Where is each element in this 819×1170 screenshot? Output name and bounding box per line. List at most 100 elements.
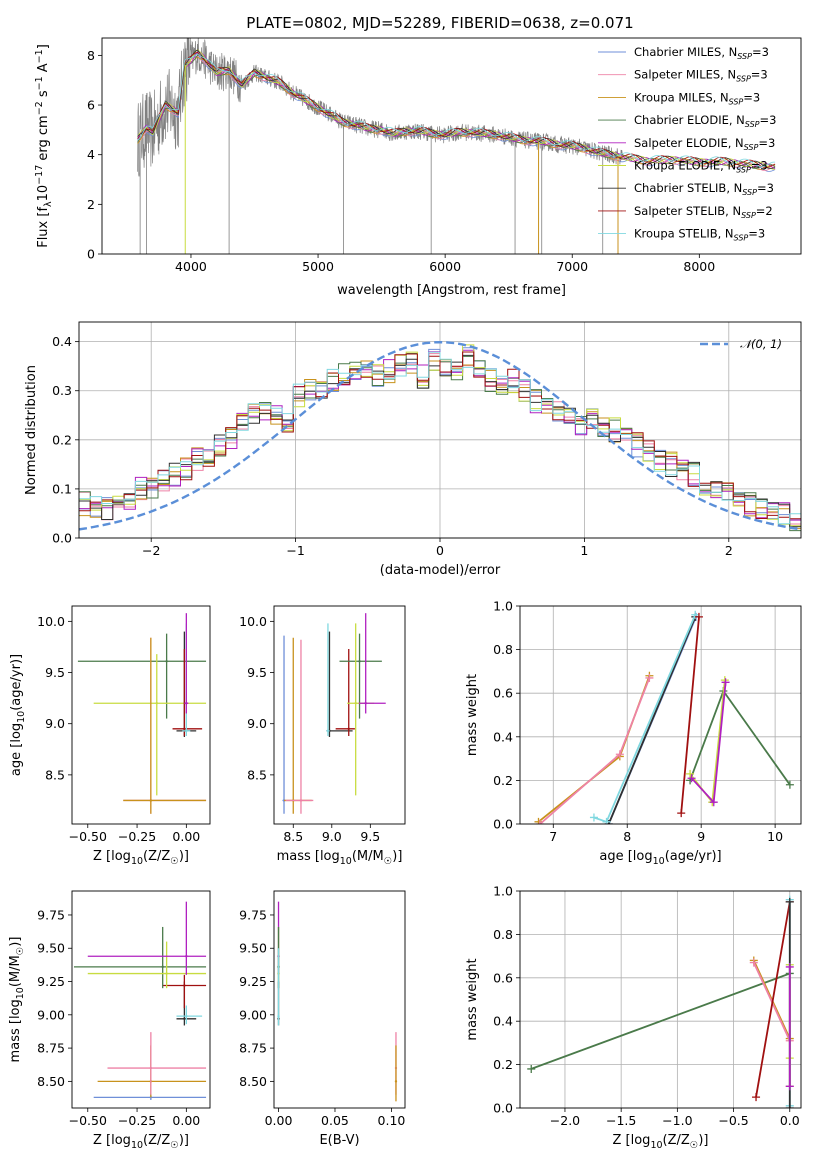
y-tick-label: 0.0: [493, 1101, 513, 1116]
y-tick-label: 9.25: [239, 974, 267, 989]
data-point: [394, 1080, 398, 1083]
x-tick-label: −1.5: [606, 1113, 636, 1128]
data-point: [161, 965, 164, 969]
y-tick-label: 0.0: [52, 531, 72, 546]
y-tick-label: 8.5: [45, 767, 65, 782]
figure-title: PLATE=0802, MJD=52289, FIBERID=0638, z=0…: [246, 14, 633, 32]
data-point: [185, 1014, 188, 1018]
y-tick-label: 10.0: [37, 614, 65, 629]
y-tick-label: 0.2: [52, 432, 72, 447]
y-tick-label: 0.8: [493, 642, 513, 657]
legend-label: Salpeter ELODIE, NSSP=3: [634, 136, 775, 152]
y-tick-label: 0.4: [493, 1014, 513, 1029]
model-line-salpeter-miles: [137, 55, 776, 171]
y-tick-label: 9.25: [37, 974, 65, 989]
plus-marker: [527, 1064, 536, 1073]
x-tick-label: 0.00: [172, 1113, 200, 1128]
x-tick-label: −2: [142, 543, 160, 558]
weight-line-salpeter-miles: [539, 677, 651, 824]
legend-label: Kroupa ELODIE, NSSP=3: [634, 159, 768, 175]
y-tick-label: 8.75: [239, 1041, 267, 1056]
x-axis-label: Z [log10(Z/Z☉)]: [613, 1133, 709, 1151]
data-point: [183, 1017, 186, 1021]
data-point: [347, 727, 350, 731]
model-line-kroupa-miles: [137, 56, 776, 170]
y-tick-label: 1.0: [493, 884, 513, 899]
plus-marker: [785, 780, 794, 789]
legend-label: Salpeter STELIB, NSSP=2: [634, 204, 773, 220]
x-tick-label: 6000: [429, 259, 461, 274]
legend-label: Salpeter MILES, NSSP=3: [634, 68, 768, 84]
x-tick-label: −1.0: [662, 1113, 692, 1128]
y-tick-label: 9.0: [247, 716, 267, 731]
y-axis-label: age [log10(age/yr)]: [9, 654, 27, 776]
plus-marker: [752, 1093, 761, 1102]
y-tick-label: 8.50: [239, 1074, 267, 1089]
legend-label: 𝒩(0, 1): [740, 337, 782, 351]
weight-line-salpeter-stelib: [680, 616, 700, 814]
data-point: [149, 799, 153, 802]
plot-area: [277, 901, 398, 1102]
y-tick-label: 9.50: [37, 941, 65, 956]
data-point: [165, 660, 168, 663]
y-tick-label: 8.5: [247, 767, 267, 782]
y-tick-label: 1.0: [493, 599, 513, 614]
x-tick-label: 5000: [302, 259, 334, 274]
y-tick-label: 0.3: [52, 383, 72, 398]
y-tick-label: 9.75: [37, 907, 65, 922]
x-tick-label: 8: [623, 829, 631, 844]
spectrum-panel: 4000 5000 6000 7000 8000 0 2 4 6 8 wavelength [Ang…: [34, 37, 802, 298]
x-tick-label: 0.00: [172, 829, 200, 844]
y-tick-label: 0.2: [493, 1057, 513, 1072]
data-point: [277, 1014, 280, 1018]
x-tick-label: 8000: [683, 259, 715, 274]
model-line-salpeter-stelib: [137, 51, 776, 169]
y-tick-label: 0.6: [493, 686, 513, 701]
y-tick-label: 4: [87, 147, 95, 162]
data-point: [185, 955, 188, 958]
plus-marker: [785, 962, 794, 971]
plus-marker: [602, 817, 611, 824]
mass-weight-vs-age-panel: 7 8 9 10 0.0 0.2 0.4 0.6 0.8 1.0 age [log10(age/yr…: [465, 599, 802, 867]
y-axis-label: Flux [fλ10−17 erg cm−2 s−1 A−1]: [34, 44, 54, 248]
x-tick-label: 9: [697, 829, 705, 844]
plus-marker: [687, 774, 696, 783]
weight-line-chabrier-elodie: [530, 972, 791, 1070]
y-tick-label: 0.4: [493, 729, 513, 744]
x-tick-label: −0.25: [118, 829, 156, 844]
x-tick-label: 1: [580, 543, 588, 558]
legend-label: Kroupa MILES, NSSP=3: [634, 90, 760, 106]
x-tick-label: 2: [725, 543, 733, 558]
axes-frame: [71, 890, 211, 1109]
x-tick-label: 0.0: [780, 1113, 800, 1128]
x-tick-label: 0.10: [378, 1113, 406, 1128]
histogram-kroupa-stelib: [79, 351, 801, 525]
axes-frame: [519, 605, 802, 825]
plot-layer: 4000 5000 6000 7000 8000 0 2 4 6 8 wavelength [Ang…: [8, 37, 802, 1151]
x-tick-label: −0.5: [718, 1113, 748, 1128]
plus-marker: [785, 897, 794, 906]
plus-marker: [535, 820, 544, 824]
plus-marker: [721, 678, 730, 687]
y-tick-label: 9.75: [239, 907, 267, 922]
x-axis-label: E(B-V): [319, 1133, 359, 1148]
observed-spectrum-line: [137, 38, 624, 177]
plus-marker: [709, 798, 718, 807]
x-tick-label: −0.25: [118, 1113, 156, 1128]
plus-marker: [749, 958, 758, 967]
axes-frame: [273, 890, 406, 1109]
data-point: [149, 1066, 153, 1070]
plus-marker: [677, 809, 686, 818]
x-axis-label: (data-model)/error: [380, 563, 501, 578]
legend-label: Chabrier MILES, NSSP=3: [634, 45, 769, 61]
data-point: [165, 972, 168, 975]
y-tick-label: 0.6: [493, 970, 513, 985]
x-tick-label: −2.0: [550, 1113, 580, 1128]
age-vs-mass-panel: 8.5 9.0 9.5 8.5 9.0 9.5 10.0 mass [log10(M/M☉)]: [239, 605, 406, 867]
weight-line-kroupa-stelib: [593, 614, 697, 823]
plot-area: [79, 340, 801, 532]
data-point: [155, 702, 158, 705]
axes-frame: [273, 605, 406, 825]
x-axis-label: Z [log10(Z/Z☉)]: [93, 1133, 189, 1151]
y-tick-label: 0: [87, 247, 95, 262]
